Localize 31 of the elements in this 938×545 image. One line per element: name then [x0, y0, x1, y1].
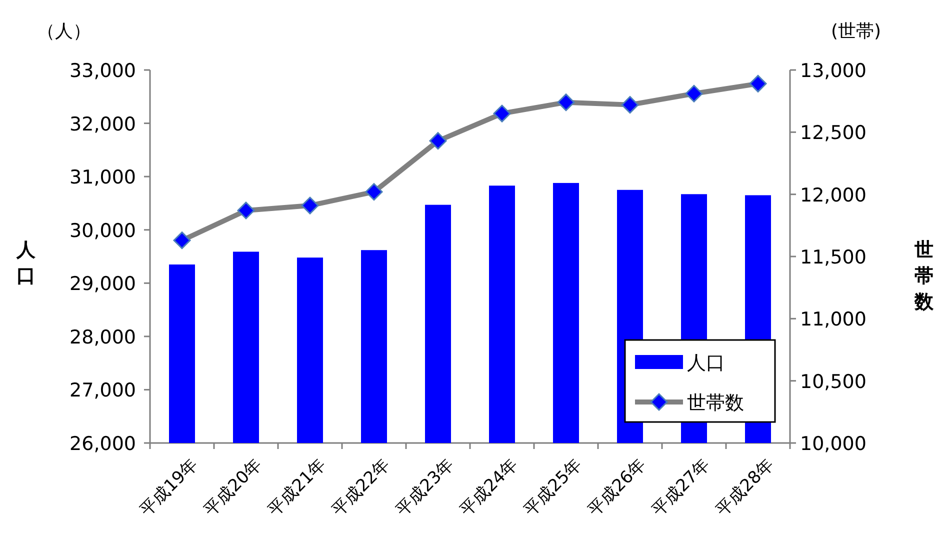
y-tick-label: 30,000 [70, 220, 136, 242]
legend-label: 人口 [687, 352, 725, 374]
x-tick-label: 平成22年 [328, 454, 394, 520]
y-tick-label: 32,000 [70, 113, 136, 136]
x-tick-label: 平成23年 [392, 454, 458, 520]
y2-tick-label: 11,500 [800, 246, 866, 268]
x-tick-label: 平成25年 [520, 454, 586, 520]
text: （人） [37, 21, 91, 42]
y2-tick-label: 10,000 [800, 433, 866, 455]
y2-tick-label: 11,000 [800, 308, 866, 331]
legend-label: 世帯数 [687, 392, 744, 414]
text: (世帯) [830, 21, 882, 42]
y2-tick-label: 13,000 [800, 60, 866, 82]
y-tick-label: 33,000 [70, 60, 136, 82]
y-tick-label: 28,000 [70, 326, 136, 348]
y-tick-label: 27,000 [70, 380, 136, 402]
y-tick-label: 29,000 [70, 273, 136, 296]
y-tick-label: 26,000 [70, 433, 136, 455]
y2-tick-label: 12,000 [800, 184, 866, 206]
x-tick-label: 平成20年 [200, 454, 266, 520]
y2-tick-label: 10,500 [800, 370, 866, 393]
x-tick-label: 平成24年 [456, 454, 522, 520]
y-tick-label: 31,000 [70, 166, 136, 189]
x-tick-label: 平成19年 [136, 454, 202, 520]
y-axis-title: 人口 [16, 239, 36, 287]
x-tick-label: 平成28年 [712, 454, 778, 520]
x-tick-label: 平成21年 [264, 454, 330, 520]
x-tick-label: 平成26年 [584, 454, 650, 520]
x-tick-label: 平成27年 [648, 454, 714, 520]
y2-tick-label: 12,500 [800, 122, 866, 144]
y2-axis-title: 世帯数 [914, 239, 934, 313]
